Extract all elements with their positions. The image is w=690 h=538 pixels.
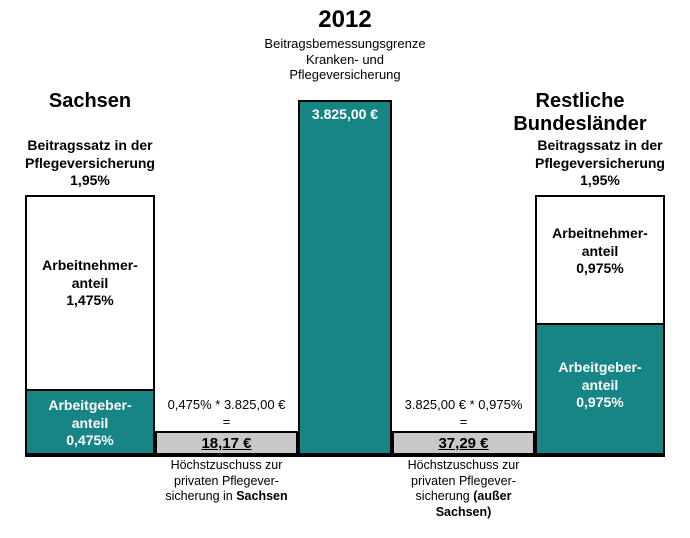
year-title: 2012 bbox=[280, 6, 410, 34]
left-calc: 0,475% * 3.825,00 € = bbox=[155, 397, 298, 431]
baseline bbox=[25, 455, 665, 457]
left-employee-l2: anteil bbox=[27, 275, 153, 293]
right-employer-segment: Arbeitgeber- anteil 0,975% bbox=[537, 323, 663, 453]
left-calc-l1: 0,475% * 3.825,00 € bbox=[155, 397, 298, 414]
left-foot-l2: privaten Pflegever- bbox=[155, 474, 298, 490]
left-rate-l2: Pflegeversicherung bbox=[25, 155, 155, 173]
right-calc: 3.825,00 € * 0,975% = bbox=[392, 397, 535, 431]
left-bar: Arbeitgeber- anteil 0,475% Arbeitnehmer-… bbox=[25, 195, 155, 455]
left-employer-label: Arbeitgeber- anteil 0,475% bbox=[27, 391, 153, 450]
middle-subtitle: Beitragsbemessungsgrenze Kranken- und Pf… bbox=[254, 36, 436, 83]
left-employer-l2: anteil bbox=[27, 415, 153, 433]
right-title: Restliche Bundesländer bbox=[470, 90, 690, 136]
left-foot-l3a: sicherung in bbox=[165, 489, 236, 503]
left-calc-l2: = bbox=[155, 414, 298, 431]
right-employer-l2: anteil bbox=[537, 377, 663, 395]
left-employer-segment: Arbeitgeber- anteil 0,475% bbox=[27, 389, 153, 453]
middle-sub-line1: Beitragsbemessungsgrenze bbox=[254, 36, 436, 52]
right-gray-box: 37,29 € bbox=[392, 431, 535, 455]
right-footnote: Höchstzuschuss zur privaten Pflegever- s… bbox=[392, 458, 535, 521]
right-employer-l1: Arbeitgeber- bbox=[537, 359, 663, 377]
left-total-rate: 1,95% bbox=[25, 172, 155, 190]
right-calc-l2: = bbox=[392, 414, 535, 431]
right-rate-label: Beitragssatz in der Pflegeversicherung 1… bbox=[535, 137, 665, 190]
right-foot-l3b: (außer bbox=[473, 489, 511, 503]
left-foot-l1: Höchstzuschuss zur bbox=[155, 458, 298, 474]
right-employee-l2: anteil bbox=[537, 243, 663, 261]
left-employee-rate: 1,475% bbox=[27, 292, 153, 310]
right-bar: Arbeitgeber- anteil 0,975% Arbeitnehmer-… bbox=[535, 195, 665, 455]
left-result: 18,17 € bbox=[157, 435, 296, 452]
right-result: 37,29 € bbox=[394, 435, 533, 452]
middle-sub-line2: Kranken- und bbox=[254, 52, 436, 68]
right-foot-l1: Höchstzuschuss zur bbox=[392, 458, 535, 474]
middle-bar-value: 3.825,00 € bbox=[300, 106, 390, 122]
left-title: Sachsen bbox=[25, 90, 155, 113]
right-foot-l3a: sicherung bbox=[416, 489, 474, 503]
right-foot-l3: sicherung (außer bbox=[392, 489, 535, 505]
right-employee-rate: 0,975% bbox=[537, 260, 663, 278]
left-employee-l1: Arbeitnehmer- bbox=[27, 257, 153, 275]
right-foot-l4: Sachsen) bbox=[392, 505, 535, 521]
left-foot-l3: sicherung in Sachsen bbox=[155, 489, 298, 505]
middle-sub-line3: Pflegeversicherung bbox=[254, 67, 436, 83]
left-foot-l3b: Sachsen bbox=[236, 489, 287, 503]
right-employer-label: Arbeitgeber- anteil 0,975% bbox=[537, 325, 663, 412]
left-employer-rate: 0,475% bbox=[27, 432, 153, 450]
right-employer-rate: 0,975% bbox=[537, 394, 663, 412]
right-employee-l1: Arbeitnehmer- bbox=[537, 225, 663, 243]
right-employee-label: Arbeitnehmer- anteil 0,975% bbox=[537, 225, 663, 278]
left-rate-label: Beitragssatz in der Pflegeversicherung 1… bbox=[25, 137, 155, 190]
right-rate-l2: Pflegeversicherung bbox=[535, 155, 665, 173]
left-employer-l1: Arbeitgeber- bbox=[27, 397, 153, 415]
right-foot-l2: privaten Pflegever- bbox=[392, 474, 535, 490]
left-employee-label: Arbeitnehmer- anteil 1,475% bbox=[27, 257, 153, 310]
right-total-rate: 1,95% bbox=[535, 172, 665, 190]
middle-bar: 3.825,00 € bbox=[298, 100, 392, 455]
right-rate-l1: Beitragssatz in der bbox=[535, 137, 665, 155]
left-footnote: Höchstzuschuss zur privaten Pflegever- s… bbox=[155, 458, 298, 505]
left-gray-box: 18,17 € bbox=[155, 431, 298, 455]
left-rate-l1: Beitragssatz in der bbox=[25, 137, 155, 155]
right-calc-l1: 3.825,00 € * 0,975% bbox=[392, 397, 535, 414]
